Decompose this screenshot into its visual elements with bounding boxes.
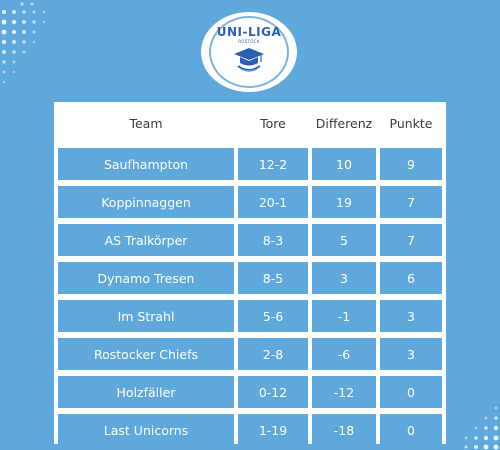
punkte-cell: 3 bbox=[380, 338, 442, 370]
tore-cell: 2-8 bbox=[238, 338, 308, 370]
team-cell: Koppinnaggen bbox=[58, 186, 234, 218]
team-cell: Last Unicorns bbox=[58, 414, 234, 446]
table-row: Rostocker Chiefs 2-8 -6 3 bbox=[54, 338, 446, 370]
punkte-cell: 3 bbox=[380, 300, 442, 332]
decorative-dots-bottom-right bbox=[450, 400, 500, 450]
differenz-cell: -6 bbox=[312, 338, 376, 370]
differenz-cell: 5 bbox=[312, 224, 376, 256]
differenz-cell: -12 bbox=[312, 376, 376, 408]
graduation-cap-icon bbox=[232, 46, 266, 78]
team-cell: Dynamo Tresen bbox=[58, 262, 234, 294]
team-cell: Im Strahl bbox=[58, 300, 234, 332]
logo-ring: UNI-LIGA ROSTOCK bbox=[209, 16, 289, 88]
tore-cell: 8-5 bbox=[238, 262, 308, 294]
punkte-cell: 7 bbox=[380, 186, 442, 218]
table-row: Dynamo Tresen 8-5 3 6 bbox=[54, 262, 446, 294]
punkte-cell: 9 bbox=[380, 148, 442, 180]
tore-cell: 0-12 bbox=[238, 376, 308, 408]
team-cell: Holzfäller bbox=[58, 376, 234, 408]
header-team: Team bbox=[129, 115, 163, 131]
uni-liga-logo: UNI-LIGA ROSTOCK bbox=[201, 12, 297, 92]
punkte-cell: 0 bbox=[380, 414, 442, 446]
tore-cell: 8-3 bbox=[238, 224, 308, 256]
differenz-cell: 19 bbox=[312, 186, 376, 218]
punkte-cell: 6 bbox=[380, 262, 442, 294]
tore-cell: 1-19 bbox=[238, 414, 308, 446]
tore-cell: 20-1 bbox=[238, 186, 308, 218]
differenz-cell: 10 bbox=[312, 148, 376, 180]
table-row: AS Tralkörper 8-3 5 7 bbox=[54, 224, 446, 256]
tore-cell: 12-2 bbox=[238, 148, 308, 180]
logo-subtitle: ROSTOCK bbox=[238, 39, 260, 44]
team-cell: Saufhampton bbox=[58, 148, 234, 180]
table-row: Holzfäller 0-12 -12 0 bbox=[54, 376, 446, 408]
header-differenz: Differenz bbox=[315, 115, 373, 131]
table-row: Im Strahl 5-6 -1 3 bbox=[54, 300, 446, 332]
table-row: Last Unicorns 1-19 -18 0 bbox=[54, 414, 446, 446]
team-cell: AS Tralkörper bbox=[58, 224, 234, 256]
decorative-dots-top-left bbox=[0, 0, 60, 90]
differenz-cell: -1 bbox=[312, 300, 376, 332]
punkte-cell: 7 bbox=[380, 224, 442, 256]
differenz-cell: -18 bbox=[312, 414, 376, 446]
table-row: Saufhampton 12-2 10 9 bbox=[54, 148, 446, 180]
table-body: Saufhampton 12-2 10 9 Koppinnaggen 20-1 … bbox=[54, 144, 446, 446]
header-punkte: Punkte bbox=[389, 115, 433, 131]
team-cell: Rostocker Chiefs bbox=[58, 338, 234, 370]
header-tore: Tore bbox=[260, 115, 286, 131]
logo-title: UNI-LIGA bbox=[216, 25, 282, 39]
table-row: Koppinnaggen 20-1 19 7 bbox=[54, 186, 446, 218]
standings-table: Team Tore Differenz Punkte Saufhampton 1… bbox=[54, 102, 446, 446]
punkte-cell: 0 bbox=[380, 376, 442, 408]
table-header: Team Tore Differenz Punkte bbox=[54, 102, 446, 144]
differenz-cell: 3 bbox=[312, 262, 376, 294]
tore-cell: 5-6 bbox=[238, 300, 308, 332]
